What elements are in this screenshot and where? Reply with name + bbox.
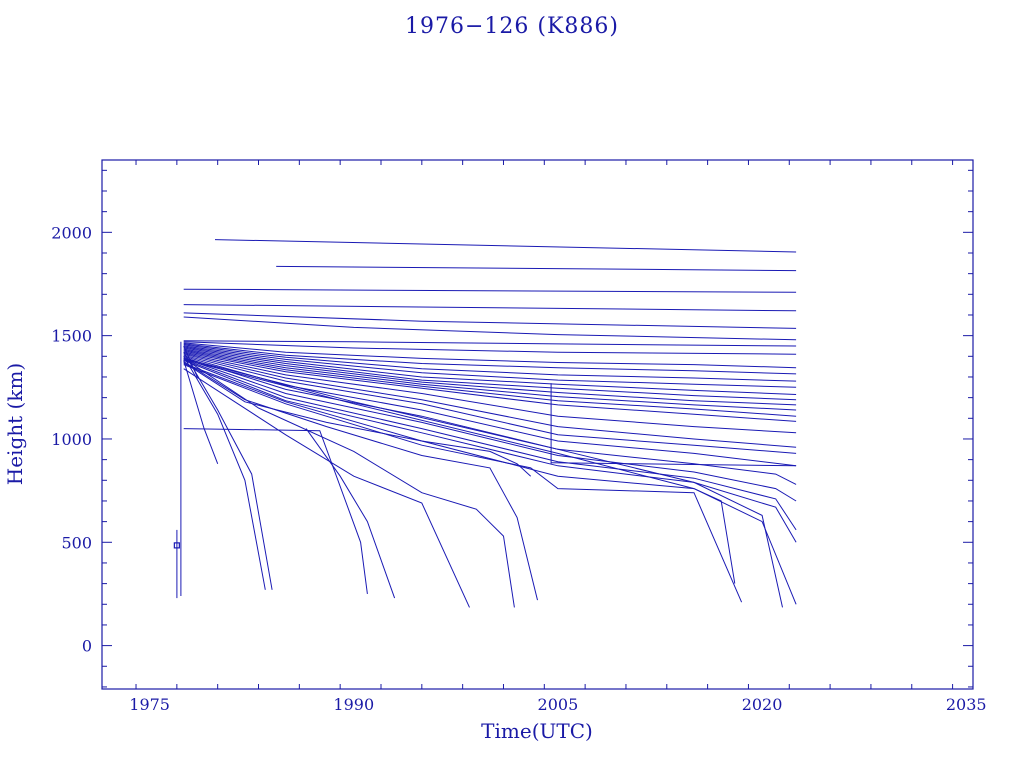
x-axis-title: Time(UTC) (481, 719, 593, 743)
plot-border (101, 159, 974, 690)
series-line (276, 265, 797, 272)
x-tick-label: 2035 (946, 695, 987, 714)
y-tick-label: 500 (61, 533, 92, 552)
series-line (183, 341, 797, 355)
series-line (183, 364, 743, 603)
series-line (183, 361, 538, 601)
y-axis-title: Height (km) (3, 363, 27, 485)
x-tick-label: 2005 (538, 695, 579, 714)
series-line (183, 356, 266, 590)
axis-ticks (102, 160, 973, 689)
series-line (183, 288, 797, 293)
chart-title: 1976−126 (K886) (405, 14, 619, 39)
y-tick-label: 1500 (51, 327, 92, 346)
series-line (183, 428, 368, 594)
series-line (183, 357, 797, 502)
data-marker (173, 542, 180, 549)
series-line (183, 357, 515, 608)
y-tick-label: 2000 (51, 223, 92, 242)
series-line (183, 354, 797, 454)
series-line (183, 352, 797, 434)
series-lines (173, 239, 797, 608)
series-line (183, 353, 797, 448)
x-tick-label: 1975 (129, 695, 170, 714)
series-line (183, 368, 470, 608)
series-line (183, 344, 797, 382)
series-line (183, 312, 797, 329)
series-line (183, 316, 797, 341)
series-line (183, 359, 797, 543)
x-tick-label: 1990 (333, 695, 374, 714)
series-line (183, 340, 797, 347)
series-line (183, 304, 797, 312)
y-tick-label: 1000 (51, 430, 92, 449)
series-line (183, 346, 797, 395)
plot-frame (101, 159, 974, 690)
series-line (183, 345, 198, 378)
series-line (183, 345, 797, 388)
axis-labels: 1975 1990 2005 2020 2035 0 500 1000 1500 2000 (51, 223, 986, 714)
series-line (183, 350, 797, 417)
series-line (183, 363, 736, 584)
x-tick-label: 2020 (742, 695, 783, 714)
series-line (183, 343, 797, 375)
series-line (183, 347, 797, 401)
series-line (183, 358, 797, 605)
series-line (183, 351, 273, 590)
series-line (214, 239, 797, 253)
series-line (551, 462, 797, 467)
series-line (183, 349, 797, 411)
y-tick-label: 0 (82, 637, 92, 656)
series-line (183, 358, 797, 531)
series-line (183, 351, 797, 422)
series-line (183, 348, 797, 406)
series-line (183, 342, 797, 369)
series-line (305, 428, 396, 599)
